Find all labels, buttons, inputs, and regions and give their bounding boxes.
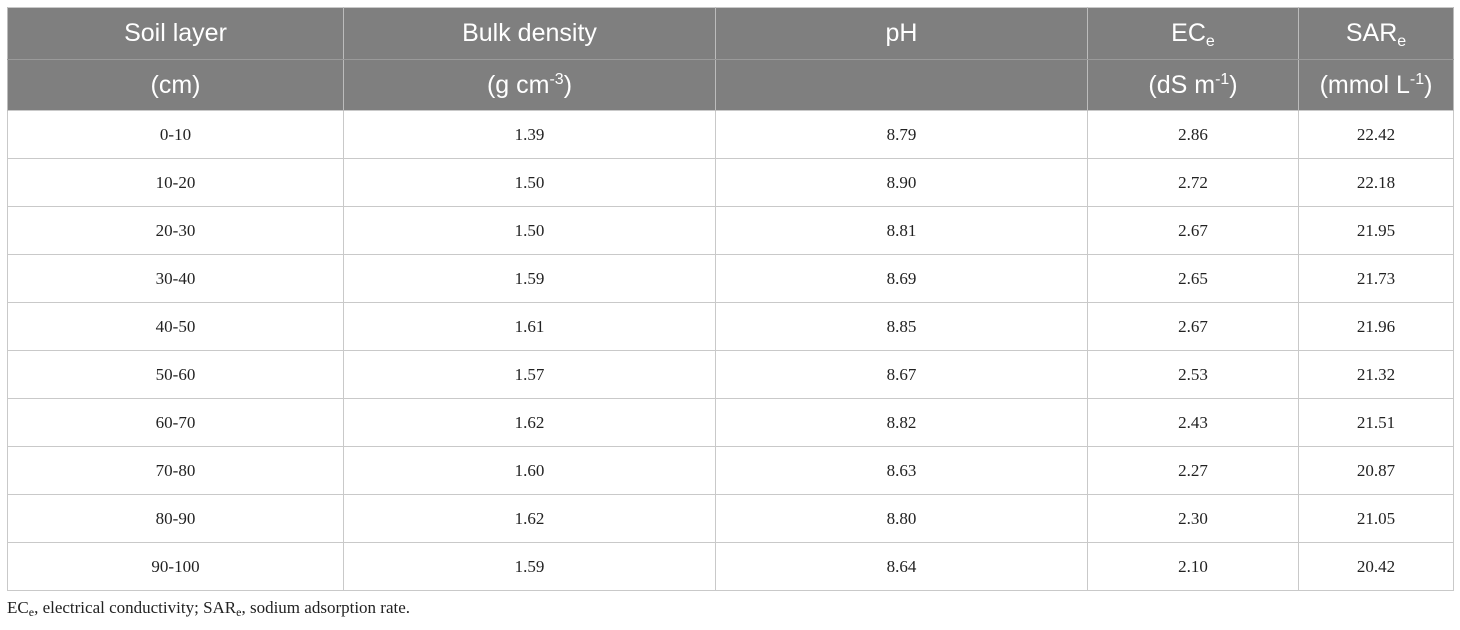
- cell-soil-layer: 0-10: [7, 110, 344, 159]
- cell-ph: 8.80: [715, 494, 1088, 543]
- cell-ph: 8.67: [715, 350, 1088, 399]
- cell-bulk-density: 1.59: [343, 542, 716, 591]
- header-unit-ph: [715, 59, 1088, 111]
- table-row: 40-50 1.61 8.85 2.67 21.96: [7, 302, 1454, 351]
- cell-ec: 2.53: [1087, 350, 1299, 399]
- cell-sar: 20.42: [1298, 542, 1454, 591]
- cell-sar: 20.87: [1298, 446, 1454, 495]
- table-body: 0-10 1.39 8.79 2.86 22.42 10-20 1.50 8.90 2.72 22…: [7, 110, 1454, 591]
- cell-ph: 8.69: [715, 254, 1088, 303]
- cell-soil-layer: 90-100: [7, 542, 344, 591]
- table-row: 90-100 1.59 8.64 2.10 20.42: [7, 542, 1454, 591]
- soil-properties-table-container: Soil layer Bulk density pH ECe SARe (cm)…: [7, 7, 1454, 591]
- table-row: 50-60 1.57 8.67 2.53 21.32: [7, 350, 1454, 399]
- header-unit-bulk-density: (g cm-3): [343, 59, 716, 111]
- cell-ec: 2.86: [1087, 110, 1299, 159]
- header-row-2: (cm) (g cm-3) (dS m-1) (mmol L-1): [7, 59, 1454, 111]
- cell-bulk-density: 1.39: [343, 110, 716, 159]
- cell-ph: 8.63: [715, 446, 1088, 495]
- cell-ph: 8.81: [715, 206, 1088, 255]
- cell-bulk-density: 1.62: [343, 398, 716, 447]
- cell-ph: 8.90: [715, 158, 1088, 207]
- cell-ec: 2.65: [1087, 254, 1299, 303]
- table-row: 0-10 1.39 8.79 2.86 22.42: [7, 110, 1454, 159]
- cell-bulk-density: 1.60: [343, 446, 716, 495]
- cell-ec: 2.10: [1087, 542, 1299, 591]
- cell-soil-layer: 50-60: [7, 350, 344, 399]
- table-row: 60-70 1.62 8.82 2.43 21.51: [7, 398, 1454, 447]
- table-row: 70-80 1.60 8.63 2.27 20.87: [7, 446, 1454, 495]
- table-footnote: ECe, electrical conductivity; SARe, sodi…: [7, 598, 410, 618]
- cell-ph: 8.64: [715, 542, 1088, 591]
- cell-ec: 2.67: [1087, 206, 1299, 255]
- cell-sar: 21.73: [1298, 254, 1454, 303]
- cell-ec: 2.30: [1087, 494, 1299, 543]
- table-row: 10-20 1.50 8.90 2.72 22.18: [7, 158, 1454, 207]
- table-row: 30-40 1.59 8.69 2.65 21.73: [7, 254, 1454, 303]
- table-row: 20-30 1.50 8.81 2.67 21.95: [7, 206, 1454, 255]
- cell-sar: 21.51: [1298, 398, 1454, 447]
- cell-bulk-density: 1.61: [343, 302, 716, 351]
- cell-soil-layer: 60-70: [7, 398, 344, 447]
- footnote-sar-abbr: SAR: [203, 598, 237, 617]
- cell-ec: 2.27: [1087, 446, 1299, 495]
- table-row: 80-90 1.62 8.80 2.30 21.05: [7, 494, 1454, 543]
- header-ec: ECe: [1087, 7, 1299, 60]
- cell-bulk-density: 1.57: [343, 350, 716, 399]
- cell-bulk-density: 1.50: [343, 158, 716, 207]
- header-unit-ec: (dS m-1): [1087, 59, 1299, 111]
- header-unit-sar: (mmol L-1): [1298, 59, 1454, 111]
- cell-soil-layer: 70-80: [7, 446, 344, 495]
- cell-sar: 21.96: [1298, 302, 1454, 351]
- header-soil-layer: Soil layer: [7, 7, 344, 60]
- cell-soil-layer: 30-40: [7, 254, 344, 303]
- cell-ec: 2.72: [1087, 158, 1299, 207]
- cell-ph: 8.82: [715, 398, 1088, 447]
- header-ph: pH: [715, 7, 1088, 60]
- cell-ec: 2.43: [1087, 398, 1299, 447]
- cell-ec: 2.67: [1087, 302, 1299, 351]
- header-sar: SARe: [1298, 7, 1454, 60]
- soil-properties-table: Soil layer Bulk density pH ECe SARe (cm)…: [7, 7, 1454, 591]
- cell-soil-layer: 40-50: [7, 302, 344, 351]
- footnote-ec-sub: e: [28, 605, 35, 619]
- footnote-ec-abbr: EC: [7, 598, 29, 617]
- cell-soil-layer: 20-30: [7, 206, 344, 255]
- cell-sar: 22.42: [1298, 110, 1454, 159]
- cell-ph: 8.85: [715, 302, 1088, 351]
- cell-bulk-density: 1.50: [343, 206, 716, 255]
- footnote-sar-text: , sodium adsorption rate.: [241, 598, 411, 617]
- cell-sar: 21.32: [1298, 350, 1454, 399]
- cell-soil-layer: 80-90: [7, 494, 344, 543]
- table-header: Soil layer Bulk density pH ECe SARe (cm)…: [7, 7, 1454, 111]
- footnote-ec-text: , electrical conductivity;: [34, 598, 204, 617]
- cell-sar: 21.05: [1298, 494, 1454, 543]
- cell-bulk-density: 1.59: [343, 254, 716, 303]
- cell-sar: 22.18: [1298, 158, 1454, 207]
- footnote-sar-sub: e: [236, 605, 242, 619]
- header-bulk-density: Bulk density: [343, 7, 716, 60]
- header-row-1: Soil layer Bulk density pH ECe SARe: [7, 7, 1454, 60]
- cell-bulk-density: 1.62: [343, 494, 716, 543]
- cell-ph: 8.79: [715, 110, 1088, 159]
- header-unit-soil-layer: (cm): [7, 59, 344, 111]
- cell-soil-layer: 10-20: [7, 158, 344, 207]
- cell-sar: 21.95: [1298, 206, 1454, 255]
